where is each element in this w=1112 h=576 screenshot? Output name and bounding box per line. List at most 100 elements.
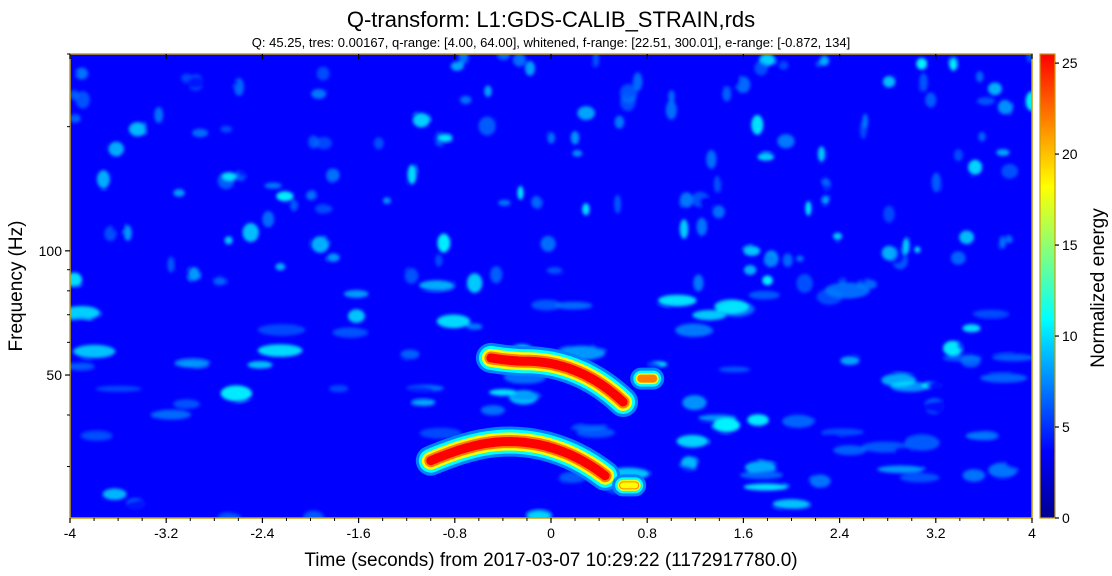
noise-blob: [841, 195, 856, 207]
x-tick-label: -2.4: [250, 525, 274, 541]
noise-blob: [935, 54, 949, 65]
noise-blob: [224, 236, 233, 245]
noise-blob: [714, 299, 749, 314]
noise-blob: [986, 243, 1000, 261]
noise-blob: [164, 100, 175, 109]
noise-blob: [585, 262, 598, 275]
noise-blob: [754, 60, 768, 76]
noise-blob: [179, 276, 191, 289]
noise-blob: [1025, 91, 1032, 111]
noise-blob: [498, 54, 511, 60]
noise-blob: [712, 418, 741, 433]
noise-blob: [452, 106, 469, 124]
noise-blob: [988, 367, 1012, 375]
noise-blob: [676, 434, 709, 448]
noise-blob: [826, 253, 840, 273]
noise-blob: [184, 211, 195, 225]
noise-blob: [743, 245, 761, 256]
noise-blob: [890, 381, 929, 392]
noise-blob: [879, 298, 899, 314]
noise-blob: [172, 256, 190, 273]
noise-blob: [144, 195, 161, 203]
noise-blob: [794, 55, 810, 74]
noise-blob: [467, 497, 500, 511]
noise-blob: [967, 177, 975, 191]
colorbar-tick-label: 10: [1062, 328, 1078, 344]
noise-blob: [953, 149, 963, 162]
colorbar-tick-label: 25: [1062, 55, 1078, 71]
noise-blob: [402, 386, 435, 397]
noise-blob: [650, 464, 698, 480]
noise-blob: [299, 372, 338, 378]
noise-blob: [988, 285, 1032, 300]
noise-blob: [829, 148, 838, 161]
noise-blob: [315, 136, 332, 150]
noise-blob: [771, 165, 783, 179]
noise-blob: [384, 70, 398, 80]
noise-blob: [962, 324, 981, 333]
x-tick-label: 0: [547, 525, 555, 541]
noise-blob: [959, 230, 975, 245]
noise-blob: [222, 172, 237, 181]
noise-blob: [480, 405, 505, 416]
noise-blob: [342, 83, 349, 101]
noise-blob: [833, 445, 867, 456]
noise-blob: [962, 469, 986, 482]
noise-blob: [849, 169, 866, 186]
noise-blob: [823, 383, 871, 399]
noise-blob: [450, 61, 464, 71]
noise-blob: [1000, 389, 1028, 403]
x-tick-label: -4: [64, 525, 77, 541]
noise-blob: [264, 182, 282, 189]
noise-blob: [713, 175, 721, 193]
noise-blob: [991, 132, 1001, 146]
noise-blob: [844, 59, 861, 80]
noise-blob: [745, 507, 783, 518]
noise-blob: [70, 160, 76, 174]
noise-blob: [960, 354, 981, 368]
noise-blob: [862, 113, 869, 130]
noise-blob: [70, 513, 110, 518]
noise-blob: [509, 392, 541, 400]
noise-blob: [783, 475, 807, 488]
x-tick-label: 3.2: [926, 525, 946, 541]
noise-blob: [173, 189, 185, 197]
noise-blob: [743, 483, 789, 491]
noise-blob: [130, 513, 153, 518]
noise-blob: [201, 493, 229, 502]
chart-subtitle: Q: 45.25, tres: 0.00167, q-range: [4.00,…: [252, 35, 850, 50]
noise-blob: [1009, 101, 1023, 122]
noise-blob: [366, 112, 380, 132]
noise-blob: [586, 63, 593, 71]
colorbar-label: Normalized energy: [1088, 208, 1109, 368]
noise-blob: [431, 130, 439, 145]
noise-blob: [361, 459, 401, 472]
noise-blob: [907, 227, 920, 240]
noise-blob: [822, 196, 829, 205]
noise-blob: [175, 359, 210, 368]
noise-blob: [75, 67, 89, 80]
noise-blob: [614, 115, 625, 129]
noise-blob: [234, 400, 273, 413]
noise-blob: [858, 54, 873, 73]
noise-blob: [530, 227, 537, 237]
noise-blob: [404, 268, 419, 284]
noise-blob: [834, 241, 842, 256]
noise-blob: [901, 172, 915, 188]
noise-blob: [899, 472, 940, 483]
noise-blob: [975, 71, 984, 83]
noise-blob: [70, 363, 95, 370]
noise-blob: [303, 510, 324, 518]
noise-blob: [921, 463, 964, 471]
noise-blob: [919, 73, 928, 92]
noise-blob: [215, 259, 226, 275]
noise-blob: [966, 54, 975, 60]
noise-blob: [857, 265, 869, 284]
noise-blob: [1005, 236, 1013, 244]
noise-blob: [70, 114, 81, 123]
y-axis: 50 100: [39, 53, 70, 468]
noise-blob: [308, 135, 319, 149]
noise-blob: [188, 267, 200, 282]
noise-blob: [626, 304, 671, 318]
colorbar-tick-label: 0: [1062, 510, 1070, 526]
